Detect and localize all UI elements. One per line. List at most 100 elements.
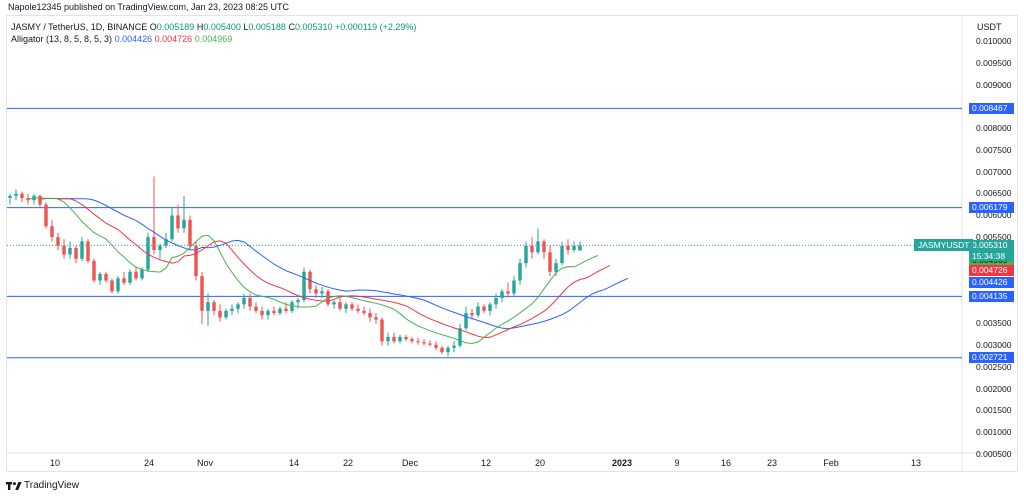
high-label: H [196,22,204,32]
candle-body [500,291,504,298]
candle-body [320,291,324,294]
y-axis-unit: USDT [977,22,1002,32]
candle-body [230,308,234,311]
publish-header: Napole12345 published on TradingView.com… [0,0,1024,16]
candle-body [152,237,156,251]
candle-body [170,215,174,240]
symbol-price-tag: JASMYUSDT [914,239,974,252]
publish-title: Napole12345 published on TradingView.com… [8,2,290,12]
candle-body [50,226,54,238]
candle-body [80,241,84,259]
candle-body [344,304,348,309]
candle-body [458,328,462,346]
candle-body [260,310,264,316]
y-tick-label: 0.001500 [976,405,1012,416]
candle-body [452,345,456,348]
candle-body [548,252,552,272]
candle-body [482,306,486,311]
candle-body [86,241,90,261]
candle-body [8,195,12,199]
candle-body [20,193,24,199]
candle-body [236,304,240,309]
y-tick-label: 0.006500 [976,188,1012,199]
candle-body [362,310,366,314]
teeth-value: 0.004726 [154,34,193,44]
y-tick-label: 0.003000 [976,340,1012,351]
x-tick-label: 9 [674,458,680,468]
candle-body [356,308,360,311]
y-tick-label: 0.000500 [976,448,1012,459]
candle-body [314,289,318,294]
candle-body [578,245,582,251]
x-tick-label: 22 [342,458,354,468]
candle-body [554,263,558,272]
candle-body [572,245,576,251]
candle-body [98,273,102,281]
candle-body [536,241,540,253]
symbol-name: JASMY / TetherUS, 1D, BINANCE [11,22,148,32]
candle-body [404,336,408,340]
candle-body [392,336,396,342]
candle-body [290,302,294,311]
low-label: L [243,22,249,32]
candle-body [434,344,438,348]
bar-countdown: 15:34:38 [969,250,1014,261]
candle-body [350,304,354,309]
candle-body [68,247,72,255]
alligator-teeth-line [39,197,611,339]
candle-body [266,310,270,316]
candle-body [530,245,534,253]
candle-body [146,237,150,270]
chart-frame[interactable] [6,15,1018,472]
y-tick-label: 0.002000 [976,383,1012,394]
teeth-price-tag: 0.004726 [969,265,1014,277]
jaw-price-tag: 0.004426 [969,277,1014,289]
candle-body [380,319,384,342]
candle-body [128,271,132,283]
x-tick-label: 20 [534,458,546,468]
candle-body [62,245,66,255]
candle-body [488,304,492,311]
candle-body [224,310,228,318]
candle-body [188,219,192,246]
alligator-jaw-line [57,198,629,330]
candle-body [272,310,276,314]
chart-legend: JASMY / TetherUS, 1D, BINANCE O0.005189 … [11,21,416,45]
candle-body [398,336,402,342]
candle-body [38,195,42,205]
x-tick-label: Feb [823,458,839,468]
candle-body [110,280,114,292]
y-tick-label: 0.007500 [976,144,1012,155]
alligator-lips-line [27,197,599,345]
y-tick-label: 0.005500 [976,231,1012,242]
price-chart[interactable] [7,16,1017,471]
candle-body [302,271,306,301]
level-price-tag: 0.008467 [969,102,1014,114]
indicator-legend-row: Alligator (13, 8, 5, 8, 5, 3) 0.004426 0… [11,33,416,45]
open-label: O [149,22,157,32]
candle-body [296,300,300,303]
lips-value: 0.004969 [194,34,233,44]
candle-body [542,241,546,253]
candle-body [200,276,204,311]
high-value: 0.005400 [203,22,241,32]
candle-body [416,341,420,343]
candle-body [134,271,138,279]
x-tick-label: 24 [143,458,155,468]
candle-body [92,260,96,281]
candle-body [512,280,516,294]
tradingview-logo-icon [6,482,22,490]
level-price-tag: 0.002721 [969,352,1014,364]
candle-body [26,198,30,201]
candle-body [560,245,564,264]
y-tick-label: 0.003500 [976,318,1012,329]
candle-body [374,317,378,320]
candle-body [164,239,168,246]
candle-body [410,339,414,342]
x-tick-label: 16 [720,458,732,468]
candle-body [74,247,78,259]
y-tick-label: 0.006000 [976,209,1012,220]
y-tick-label: 0.007000 [976,166,1012,177]
candle-body [278,308,282,314]
candle-body [248,297,252,307]
